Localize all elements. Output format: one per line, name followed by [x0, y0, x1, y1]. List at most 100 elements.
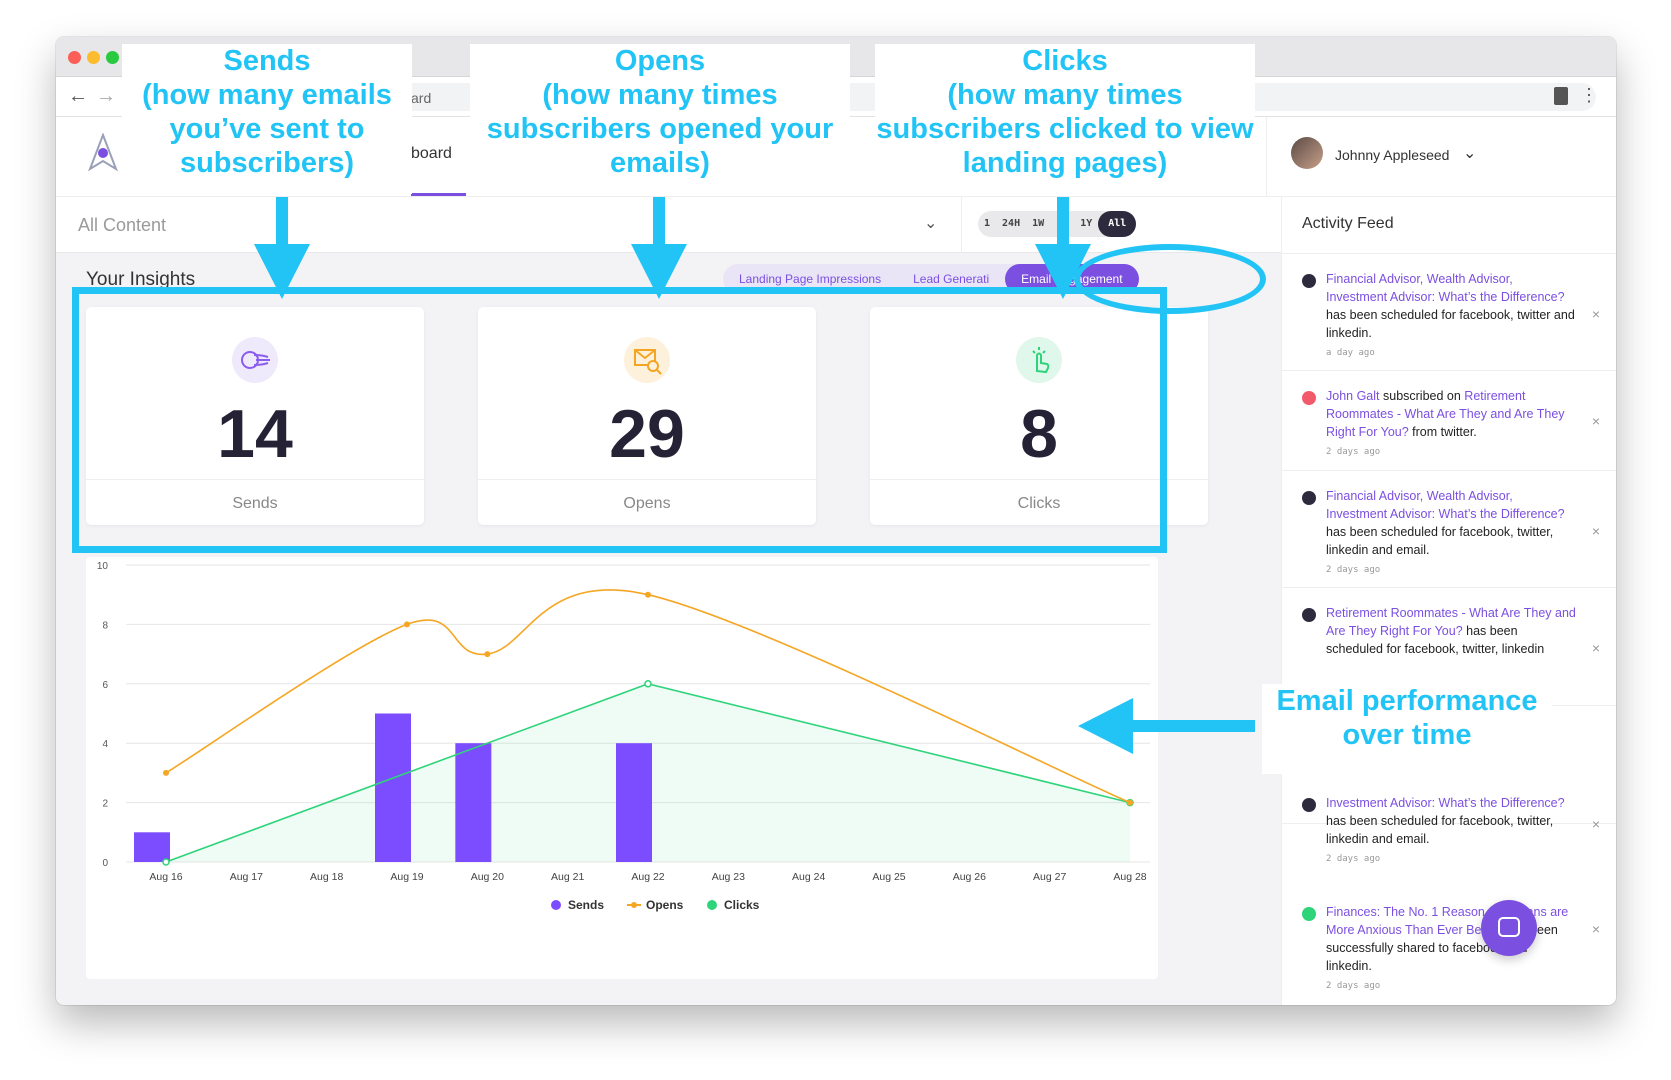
forward-arrow-icon[interactable]: →: [96, 85, 116, 107]
sends-label: Sends: [232, 495, 278, 512]
clicks-callout-text: (how many times subscribers clicked to v…: [876, 79, 1254, 179]
feed-item-body: has been scheduled for facebook, twitter…: [1326, 525, 1554, 557]
sends-bar: [616, 743, 652, 862]
opens-point: [163, 769, 169, 776]
feed-item-body: has been scheduled for facebook, twitter…: [1326, 308, 1575, 340]
performance-arrow-head: [1078, 698, 1133, 754]
x-tick-label: Aug 18: [310, 871, 343, 883]
sends-callout-text: (how many emails you’ve sent to subscrib…: [142, 79, 392, 179]
chart-svg: 0 2 4 6 8 10 Aug 16 Aug 17 Aug 18 Aug 19 Aug 20 Aug…: [97, 561, 1150, 912]
scheduled-icon: [1302, 798, 1316, 812]
share-icon: [1302, 907, 1316, 921]
main-content: All Content ⌄ 1 24H 1W 1M 1Y All Your In…: [56, 197, 1281, 1005]
dismiss-icon[interactable]: ×: [1591, 306, 1600, 322]
sends-bar: [375, 713, 411, 862]
chevron-down-icon: ⌄: [924, 215, 938, 232]
rocket-logo-icon[interactable]: [86, 133, 120, 173]
legend-marker: [707, 900, 717, 910]
feed-item-link[interactable]: Retirement Roommates - What Are They and…: [1326, 606, 1576, 638]
y-tick-label: 10: [97, 561, 109, 572]
opens-point: [645, 591, 651, 598]
user-name: Johnny Appleseed: [1335, 147, 1450, 163]
feed-item-link[interactable]: Retirement Roommates - What Are They and…: [1326, 389, 1565, 439]
back-arrow-icon[interactable]: ←: [68, 85, 88, 107]
content-filter-dropdown[interactable]: All Content ⌄: [56, 197, 961, 253]
activity-feed-title: Activity Feed: [1302, 215, 1394, 232]
divider: [1282, 253, 1616, 254]
feed-item-link[interactable]: Financial Advisor, Wealth Advisor, Inves…: [1326, 489, 1565, 521]
card-divider: [86, 479, 424, 480]
sends-card: 14 Sends: [86, 307, 424, 525]
opens-line: [165, 589, 1131, 804]
dismiss-icon[interactable]: ×: [1591, 413, 1600, 429]
feed-item[interactable]: Financial Advisor, Wealth Advisor, Inves…: [1282, 471, 1616, 588]
feed-item-link[interactable]: Investment Advisor: What’s the Differenc…: [1326, 796, 1565, 810]
feed-item-text: Investment Advisor: What’s the Differenc…: [1326, 794, 1576, 868]
dismiss-icon[interactable]: ×: [1591, 640, 1600, 656]
x-tick-label: Aug 26: [953, 871, 986, 883]
user-menu[interactable]: Johnny Appleseed ⌄: [1266, 117, 1616, 197]
scheduled-icon: [1302, 274, 1316, 288]
time-option-all[interactable]: All: [1098, 211, 1137, 237]
opens-label: Opens: [623, 495, 671, 512]
kebab-menu-icon[interactable]: ⋮: [1580, 85, 1598, 105]
content-filter-label: All Content: [78, 215, 167, 235]
feed-item-text: Finances: The No. 1 Reason Americans are…: [1326, 903, 1576, 995]
minimize-window-button[interactable]: [87, 51, 100, 64]
feed-item-time: 2 days ago: [1326, 981, 1381, 991]
clicks-point: [644, 680, 652, 688]
time-option-1w[interactable]: 1W: [1032, 218, 1045, 229]
legend-label: Opens: [646, 898, 684, 912]
chat-launcher-button[interactable]: [1481, 900, 1537, 956]
x-tick-label: Aug 19: [390, 871, 423, 883]
feed-item[interactable]: Financial Advisor, Wealth Advisor, Inves…: [1282, 254, 1616, 371]
feed-item[interactable]: Investment Advisor: What’s the Differenc…: [1282, 706, 1616, 864]
clicks-label: Clicks: [1017, 495, 1061, 512]
sends-bar: [455, 743, 492, 862]
feed-item[interactable]: John Galt subscribed on Retirement Roomm…: [1282, 371, 1616, 471]
feed-item[interactable]: Retirement Roommates - What Are They and…: [1282, 588, 1616, 706]
x-tick-label: Aug 21: [551, 871, 584, 883]
maximize-window-button[interactable]: [106, 51, 119, 64]
dismiss-icon[interactable]: ×: [1591, 921, 1600, 937]
time-range-bar: 1 24H 1W 1M 1Y All: [961, 197, 1281, 253]
time-option-1[interactable]: 1: [984, 218, 991, 229]
feed-item-link[interactable]: John Galt: [1326, 389, 1380, 403]
x-tick-label: Aug 28: [1113, 871, 1146, 883]
tab-landing-page-impressions[interactable]: Landing Page Impressions: [739, 272, 882, 286]
x-tick-label: Aug 16: [149, 871, 182, 883]
opens-callout-text: (how many times subscribers opened your …: [486, 79, 834, 179]
sends-value: 14: [217, 396, 293, 472]
opens-card: 29 Opens: [478, 307, 816, 525]
x-tick-label: Aug 20: [471, 871, 504, 883]
feed-item-time: a day ago: [1326, 348, 1375, 358]
time-option-24h[interactable]: 24H: [1002, 218, 1021, 229]
opens-point: [484, 651, 491, 658]
feed-item-time: 2 days ago: [1326, 565, 1381, 575]
nav-tab-dashboard[interactable]: board: [411, 145, 452, 162]
feed-item-link[interactable]: Financial Advisor, Wealth Advisor, Inves…: [1326, 272, 1565, 304]
dismiss-icon[interactable]: ×: [1591, 816, 1600, 832]
feed-item-text: Retirement Roommates - What Are They and…: [1326, 604, 1576, 658]
sends-callout-title: Sends: [223, 45, 311, 77]
pointer-hand-icon: [1016, 337, 1062, 383]
y-tick-label: 2: [102, 799, 108, 810]
tab-lead-generation[interactable]: Lead Generati: [913, 272, 990, 286]
close-window-button[interactable]: [68, 51, 81, 64]
activity-feed: Activity Feed Financial Advisor, Wealth …: [1281, 197, 1616, 1005]
dismiss-icon[interactable]: ×: [1591, 523, 1600, 539]
x-tick-label: Aug 23: [712, 871, 745, 883]
heart-icon: [1302, 391, 1316, 405]
x-tick-label: Aug 24: [792, 871, 825, 883]
opens-point: [1127, 799, 1133, 806]
clicks-card: 8 Clicks: [870, 307, 1208, 525]
feed-item[interactable]: Finances: The No. 1 Reason Americans are…: [1282, 887, 1616, 1005]
url-text: ard: [411, 90, 432, 106]
feed-item-text: Financial Advisor, Wealth Advisor, Inves…: [1326, 487, 1576, 579]
x-tick-label: Aug 25: [872, 871, 905, 883]
legend-marker: [631, 902, 637, 908]
email-waves-icon: [232, 337, 278, 383]
time-option-1y[interactable]: 1Y: [1080, 218, 1093, 229]
opens-arrow: [653, 197, 665, 257]
clipboard-icon[interactable]: [1554, 87, 1568, 105]
